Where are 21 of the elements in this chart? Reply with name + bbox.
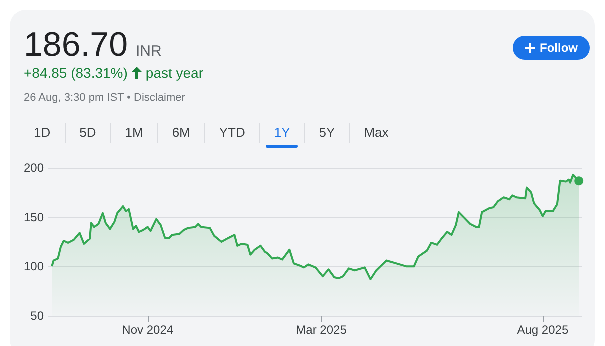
text: 26 Aug, 3:30 pm IST • Disclaimer (24, 92, 186, 104)
x-tick-label: Mar 2025 (296, 323, 348, 337)
x-tick-label: Aug 2025 (517, 323, 569, 337)
y-tick-label: 100 (24, 260, 44, 274)
y-tick-label: 50 (30, 309, 44, 323)
text: +84.85 (83.31%) (24, 65, 128, 81)
text: 6M (171, 124, 192, 142)
text: 5Y (318, 124, 336, 142)
text: 1M (124, 124, 144, 142)
text: Follow (540, 41, 578, 55)
text: 5D (78, 124, 98, 142)
chart-subtitle: INR (136, 43, 162, 60)
x-tick-label: Nov 2024 (122, 323, 174, 337)
text: past year (146, 65, 204, 81)
text: YTD (218, 124, 246, 142)
y-tick-label: 200 (24, 161, 44, 175)
text: Max (363, 124, 390, 142)
chart-title: 186.70 (24, 26, 128, 65)
text: 1D (33, 124, 52, 142)
text: 1Y (273, 124, 292, 142)
y-tick-label: 150 (24, 210, 44, 224)
